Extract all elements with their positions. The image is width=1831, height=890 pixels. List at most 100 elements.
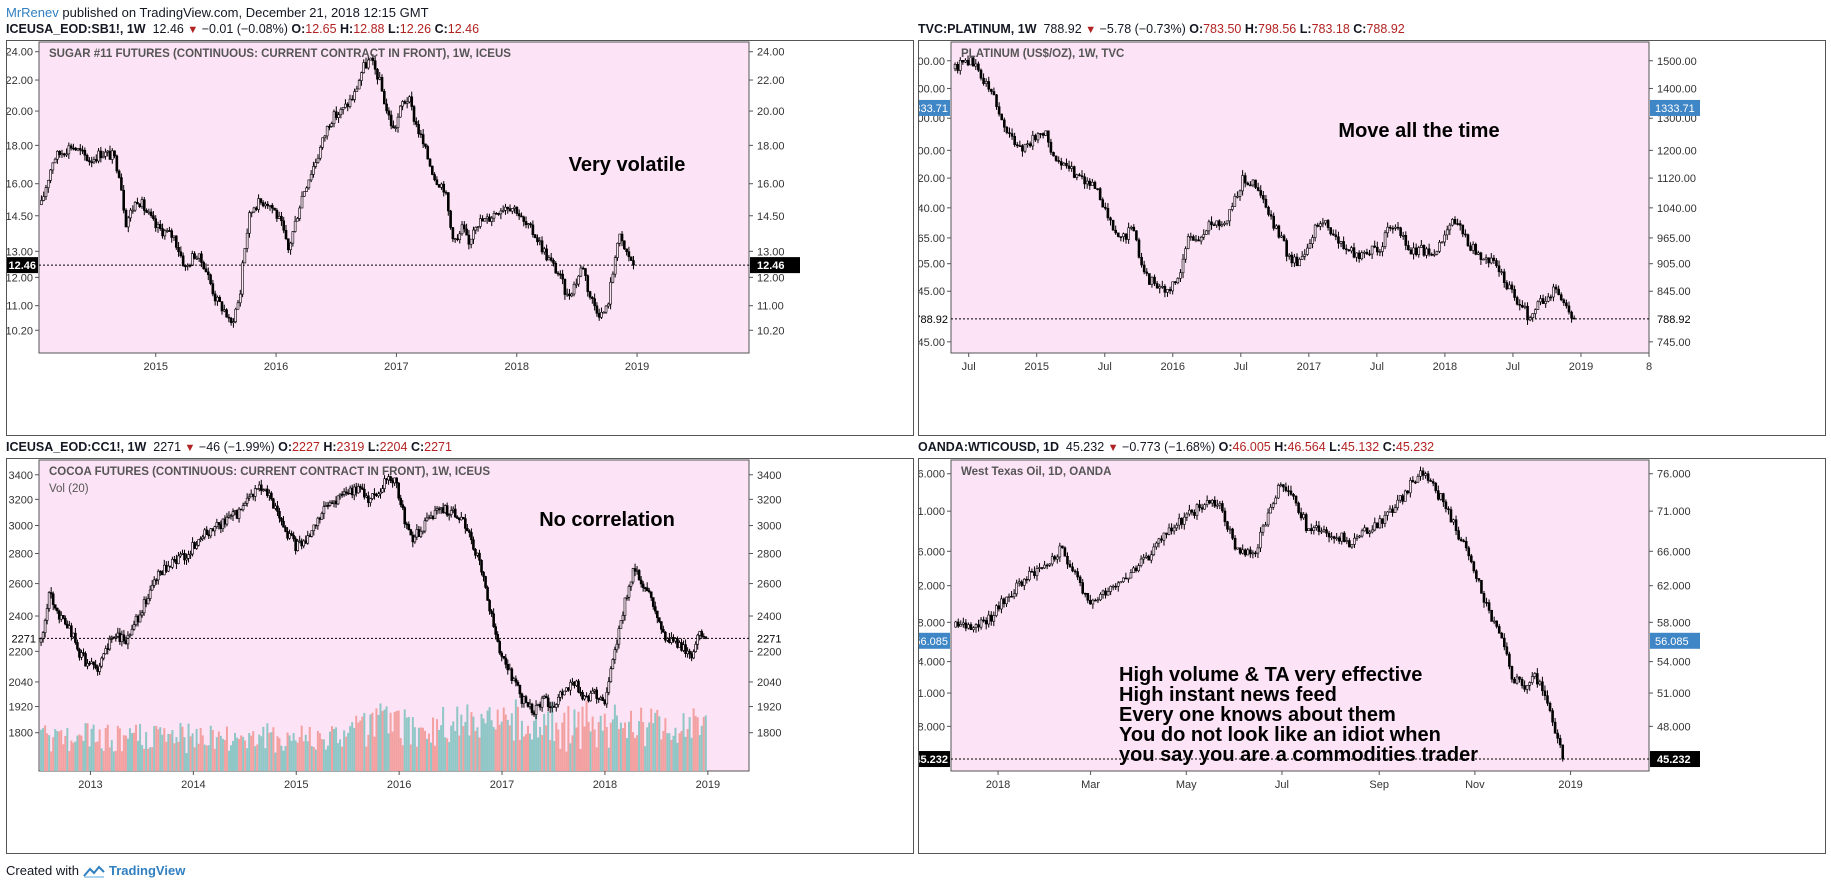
- volume-bar: [124, 735, 127, 771]
- candle-up: [458, 233, 462, 240]
- candle-up: [268, 492, 271, 496]
- volume-bar: [86, 723, 89, 771]
- candle-down: [437, 508, 441, 510]
- candle-down: [584, 268, 587, 276]
- candle-up: [1425, 248, 1428, 256]
- candle-up: [255, 488, 259, 490]
- volume-bar: [262, 726, 265, 771]
- candle-down: [1543, 690, 1547, 697]
- candle-up: [1477, 252, 1480, 255]
- chart-panel-cocoa[interactable]: 3400 3400 3200 3200 3000 3000 2800 2800 2600 2600…: [6, 458, 914, 854]
- candle-up: [1313, 224, 1317, 238]
- candle-up: [1401, 235, 1405, 237]
- candle-down: [1487, 602, 1491, 611]
- candle-up: [132, 624, 136, 630]
- candle-down: [649, 591, 653, 598]
- candle-up: [1424, 473, 1427, 476]
- volume-bar: [522, 736, 525, 771]
- candle-down: [1071, 566, 1074, 572]
- y-tick-label-right: 2040: [757, 677, 781, 689]
- candle-up: [1109, 586, 1112, 592]
- volume-bar: [632, 732, 635, 771]
- author-link[interactable]: MrRenev: [6, 5, 59, 20]
- chart-panel-oil[interactable]: 76.00076.00071.00071.00066.00066.00062.0…: [918, 458, 1826, 854]
- candle-down: [403, 507, 407, 525]
- candle-up: [1220, 224, 1224, 227]
- volume-bar: [567, 706, 570, 771]
- candle-up: [469, 238, 473, 245]
- candle-down: [1284, 486, 1288, 491]
- candle-down: [597, 698, 600, 700]
- y-tick-label-left: 845.00: [919, 286, 945, 298]
- candle-up: [344, 103, 347, 108]
- candle-down: [637, 570, 641, 581]
- candle-down: [383, 90, 386, 105]
- candle-down: [1287, 490, 1290, 492]
- chart-panel-sugar[interactable]: 24.00 24.00 22.00 22.00 20.00 20.00 18.00 18.00…: [6, 40, 914, 436]
- down-arrow-icon: ▼: [1085, 24, 1097, 36]
- candle-down: [1373, 245, 1377, 248]
- volume-bar: [328, 731, 331, 771]
- oil-chart-svg[interactable]: 76.00076.00071.00071.00066.00066.00062.0…: [919, 459, 1825, 853]
- x-tick-label: 2015: [143, 361, 167, 373]
- candle-up: [964, 59, 967, 63]
- y-tick-label-right: 1800: [757, 728, 781, 740]
- chart-panel-platinum[interactable]: 1500.001500.001400.001400.001300.001300.…: [918, 40, 1826, 436]
- candle-up: [1264, 524, 1267, 527]
- candle-down: [1457, 530, 1460, 540]
- candle-up: [1091, 599, 1095, 605]
- candle-up: [408, 96, 411, 103]
- ticker-price: 45.232: [1065, 440, 1105, 454]
- candle-up: [563, 690, 566, 696]
- candle-down: [1165, 532, 1168, 535]
- candle-down: [520, 215, 523, 218]
- candle-down: [1217, 220, 1221, 227]
- candle-down: [1553, 721, 1557, 734]
- candle-down: [266, 203, 270, 206]
- candle-up: [631, 568, 635, 583]
- candle-down: [205, 529, 209, 535]
- candle-down: [145, 210, 148, 213]
- candle-down: [1000, 113, 1004, 121]
- plot-area: [950, 459, 1650, 772]
- candle-up: [49, 169, 52, 181]
- volume-bar: [533, 720, 536, 771]
- candle-down: [170, 230, 174, 238]
- candle-down: [124, 640, 128, 645]
- candle-up: [609, 668, 613, 683]
- candle-up: [237, 508, 241, 519]
- candle-down: [51, 593, 55, 605]
- volume-bar: [238, 738, 241, 771]
- tradingview-brand[interactable]: TradingView: [108, 863, 186, 878]
- candle-down: [292, 534, 295, 540]
- volume-bar: [104, 728, 107, 771]
- sugar-chart-svg[interactable]: 24.0024.0022.0022.0020.0020.0018.0018.00…: [7, 41, 913, 435]
- candle-down: [1061, 545, 1064, 549]
- candle-up: [1210, 499, 1214, 504]
- last-price-badge-left: [7, 257, 38, 274]
- candle-up: [1394, 226, 1397, 229]
- candle-down: [579, 691, 582, 694]
- x-tick-label: Sep: [1369, 779, 1389, 791]
- candle-down: [1309, 528, 1313, 531]
- candle-up: [591, 690, 594, 694]
- cocoa-chart-svg[interactable]: 3400340032003200300030002800280026002600…: [7, 459, 913, 853]
- candle-up: [554, 704, 558, 708]
- y-tick-label-left: 12.00: [7, 272, 33, 284]
- candle-down: [603, 700, 607, 705]
- x-tick-label: 2018: [1433, 361, 1457, 373]
- y-tick-label-left: 20.00: [7, 106, 33, 118]
- candle-up: [264, 488, 267, 491]
- candle-up: [1132, 567, 1135, 573]
- candle-down: [1170, 527, 1173, 532]
- candle-up: [318, 147, 322, 159]
- platinum-chart-svg[interactable]: 1500.001500.001400.001400.001300.001300.…: [919, 41, 1825, 435]
- candle-up: [177, 555, 180, 564]
- candle-down: [261, 202, 265, 207]
- candle-up: [451, 508, 455, 511]
- candle-up: [474, 227, 478, 231]
- candle-down: [1132, 226, 1136, 232]
- candle-up: [1223, 222, 1226, 225]
- y-tick-label-left: 2400: [9, 611, 33, 623]
- candle-down: [183, 553, 186, 561]
